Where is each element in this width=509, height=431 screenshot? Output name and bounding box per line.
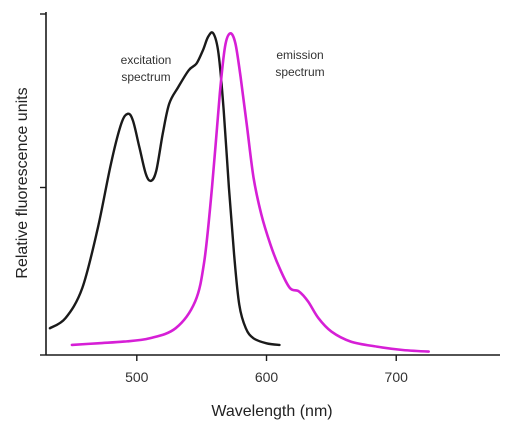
plot-area: 500 600 700 excitation spectrum emission spect… bbox=[40, 12, 500, 385]
x-tick-label: 600 bbox=[255, 369, 279, 385]
series-label-line: spectrum bbox=[121, 70, 170, 84]
series-label-line: excitation bbox=[121, 53, 172, 67]
x-axis-title: Wavelength (nm) bbox=[211, 403, 332, 420]
x-tick-label: 700 bbox=[385, 369, 409, 385]
x-tick-label: 500 bbox=[125, 369, 149, 385]
series-label-line: emission bbox=[276, 48, 323, 62]
y-axis-title: Relative fluorescence units bbox=[14, 87, 31, 278]
emission-spectrum-line bbox=[70, 32, 430, 353]
emission-spectrum-label: emission spectrum bbox=[275, 48, 324, 79]
excitation-spectrum-line bbox=[48, 31, 281, 347]
excitation-spectrum-label: excitation spectrum bbox=[121, 53, 172, 84]
series-label-line: spectrum bbox=[275, 65, 324, 79]
